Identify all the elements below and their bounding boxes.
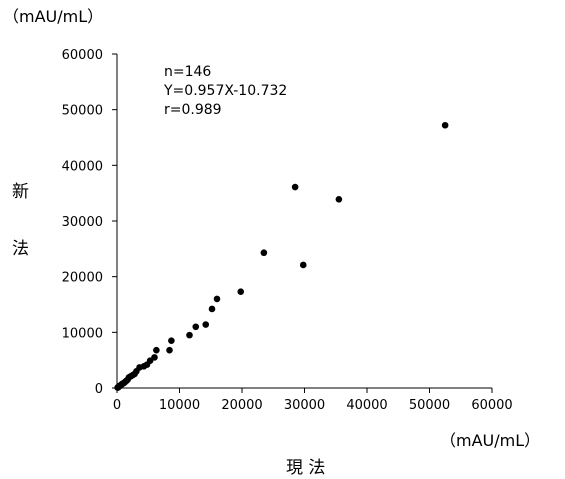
y-axis-unit: （mAU/mL）	[3, 7, 103, 26]
x-tick-label: 40000	[346, 398, 387, 413]
data-point	[202, 321, 210, 328]
data-point	[192, 323, 200, 331]
data-point	[208, 305, 216, 313]
data-point	[441, 121, 449, 129]
annotation-n: n=146	[164, 64, 211, 80]
data-point	[114, 384, 121, 391]
y-tick-label: 20000	[62, 271, 103, 286]
data-point	[291, 183, 299, 191]
x-tick-label: 60000	[471, 398, 512, 413]
y-tick-label: 0	[95, 382, 103, 397]
x-axis-unit: （mAU/mL）	[440, 431, 540, 450]
x-tick-label: 30000	[284, 398, 325, 413]
annotation-regression: Y=0.957X-10.732	[163, 83, 287, 99]
x-tick-label: 10000	[159, 398, 200, 413]
y-tick-label: 10000	[62, 326, 103, 341]
data-point	[186, 331, 193, 339]
data-point	[299, 261, 307, 269]
x-tick-label: 20000	[221, 398, 262, 413]
y-tick-label: 40000	[62, 159, 103, 174]
data-point	[166, 346, 173, 354]
y-tick-label: 60000	[62, 48, 103, 63]
y-axis-label-char-1: 新	[12, 182, 29, 202]
data-point	[237, 288, 245, 295]
x-tick-label: 0	[113, 398, 121, 413]
data-point	[260, 249, 268, 257]
data-point	[213, 295, 221, 303]
y-axis-label-char-2: 法	[12, 239, 29, 259]
data-point	[153, 346, 160, 354]
data-point	[335, 195, 343, 203]
data-point	[168, 337, 175, 344]
y-tick-label: 50000	[62, 104, 103, 119]
x-axis-label: 現 法	[286, 458, 325, 478]
y-tick-label: 30000	[62, 215, 103, 230]
x-tick-label: 50000	[409, 398, 450, 413]
annotation-r: r=0.989	[164, 102, 222, 118]
